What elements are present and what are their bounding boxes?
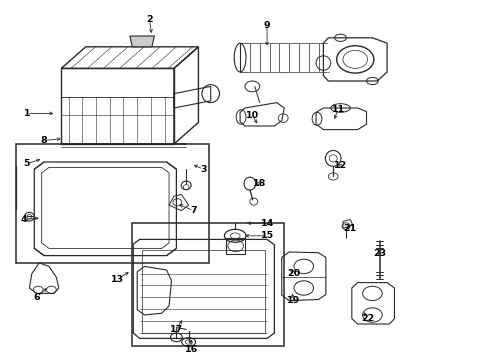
Text: 6: 6: [33, 292, 40, 302]
Text: 17: 17: [170, 325, 183, 334]
Text: 10: 10: [246, 111, 259, 120]
Text: 12: 12: [334, 161, 347, 170]
Text: 13: 13: [111, 274, 124, 284]
Bar: [142, 250, 265, 333]
Text: 18: 18: [253, 179, 267, 188]
Text: 11: 11: [331, 105, 345, 114]
Text: 14: 14: [260, 219, 274, 228]
Text: 15: 15: [261, 231, 273, 240]
Text: 9: 9: [264, 21, 270, 30]
Text: 4: 4: [20, 215, 27, 224]
Text: 2: 2: [146, 15, 153, 24]
Text: 20: 20: [288, 269, 300, 278]
Text: 19: 19: [287, 296, 301, 305]
Text: 7: 7: [190, 206, 197, 215]
Text: 1: 1: [24, 109, 30, 118]
Bar: [16, 144, 209, 263]
Bar: [132, 223, 284, 346]
Text: 3: 3: [200, 165, 207, 174]
Bar: [226, 238, 245, 254]
Text: 22: 22: [361, 314, 374, 323]
Text: 16: 16: [184, 345, 198, 354]
Polygon shape: [130, 36, 154, 47]
Text: 21: 21: [343, 224, 357, 233]
Text: 23: 23: [373, 249, 386, 258]
Text: 5: 5: [24, 159, 30, 168]
Text: 8: 8: [41, 136, 48, 145]
